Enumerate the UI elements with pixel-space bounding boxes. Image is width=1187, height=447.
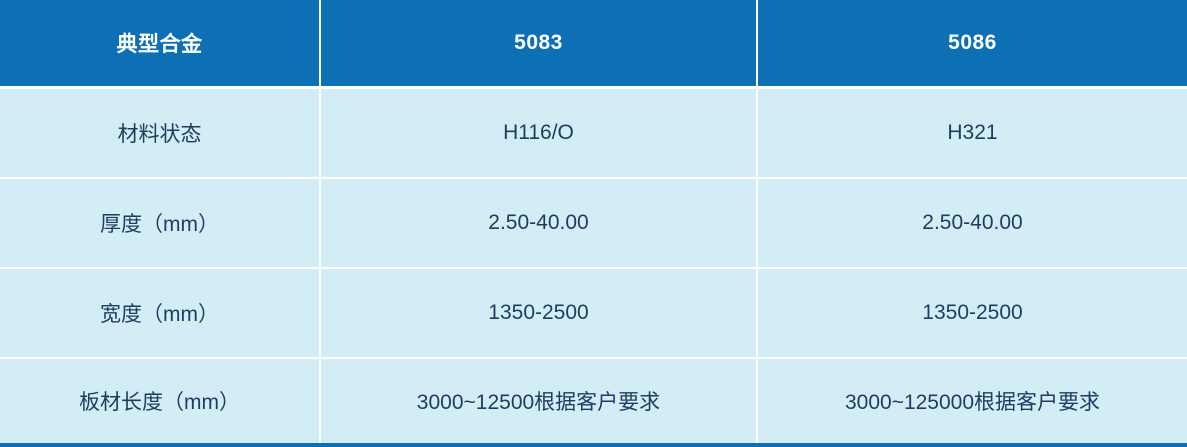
cell-value: 3000~125000根据客户要求 xyxy=(758,359,1187,443)
row-label: 材料状态 xyxy=(0,89,319,177)
cell-value: 3000~12500根据客户要求 xyxy=(321,359,756,443)
cell-value: 2.50-40.00 xyxy=(758,179,1187,267)
table-row-width: 宽度（mm） 1350-2500 1350-2500 xyxy=(0,269,1187,357)
cell-value: 2.50-40.00 xyxy=(321,179,756,267)
row-label: 厚度（mm） xyxy=(0,179,319,267)
table-row-material-state: 材料状态 H116/O H321 xyxy=(0,89,1187,177)
bottom-blue-strip xyxy=(0,443,1187,447)
table-row-sheet-length: 板材长度（mm） 3000~12500根据客户要求 3000~125000根据客… xyxy=(0,359,1187,443)
cell-value: 1350-2500 xyxy=(758,269,1187,357)
table-row-thickness: 厚度（mm） 2.50-40.00 2.50-40.00 xyxy=(0,179,1187,267)
row-label: 宽度（mm） xyxy=(0,269,319,357)
header-cell-alloy-type: 典型合金 xyxy=(0,0,319,86)
cell-value: 1350-2500 xyxy=(321,269,756,357)
cell-value: H116/O xyxy=(321,89,756,177)
header-cell-5086: 5086 xyxy=(758,0,1187,86)
header-cell-5083: 5083 xyxy=(321,0,756,86)
table-header-row: 典型合金 5083 5086 xyxy=(0,0,1187,86)
row-label: 板材长度（mm） xyxy=(0,359,319,443)
cell-value: H321 xyxy=(758,89,1187,177)
